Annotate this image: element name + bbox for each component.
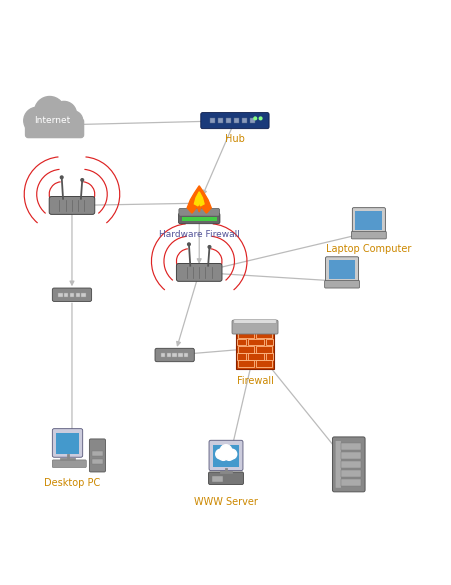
FancyBboxPatch shape — [325, 257, 358, 282]
FancyBboxPatch shape — [332, 437, 364, 492]
FancyBboxPatch shape — [217, 118, 223, 123]
FancyBboxPatch shape — [247, 339, 263, 345]
Circle shape — [215, 449, 225, 459]
FancyBboxPatch shape — [208, 472, 243, 484]
Circle shape — [57, 118, 76, 137]
FancyBboxPatch shape — [52, 429, 83, 457]
FancyBboxPatch shape — [235, 328, 274, 369]
FancyBboxPatch shape — [265, 325, 273, 331]
FancyBboxPatch shape — [237, 360, 254, 367]
Circle shape — [220, 445, 231, 456]
Text: Firewall: Firewall — [236, 376, 273, 386]
FancyBboxPatch shape — [208, 441, 243, 470]
FancyBboxPatch shape — [172, 353, 176, 357]
Polygon shape — [194, 192, 203, 206]
FancyBboxPatch shape — [335, 441, 340, 488]
FancyBboxPatch shape — [237, 332, 254, 338]
FancyBboxPatch shape — [247, 325, 263, 331]
FancyBboxPatch shape — [155, 348, 194, 362]
Polygon shape — [187, 186, 211, 213]
FancyBboxPatch shape — [178, 353, 182, 357]
Circle shape — [187, 243, 190, 246]
Circle shape — [81, 178, 83, 181]
Circle shape — [51, 101, 76, 126]
FancyBboxPatch shape — [226, 118, 231, 123]
FancyBboxPatch shape — [247, 353, 263, 360]
Circle shape — [33, 112, 57, 136]
FancyBboxPatch shape — [181, 217, 216, 221]
FancyBboxPatch shape — [234, 118, 239, 123]
Text: Hardware Firewall: Hardware Firewall — [158, 230, 239, 239]
FancyBboxPatch shape — [179, 208, 219, 216]
FancyBboxPatch shape — [340, 479, 360, 486]
FancyBboxPatch shape — [255, 360, 272, 367]
FancyBboxPatch shape — [184, 353, 188, 357]
Circle shape — [218, 452, 227, 460]
FancyBboxPatch shape — [69, 293, 74, 297]
FancyBboxPatch shape — [340, 470, 360, 477]
Circle shape — [226, 449, 236, 459]
FancyBboxPatch shape — [328, 260, 354, 278]
Circle shape — [259, 117, 262, 120]
Circle shape — [63, 111, 83, 130]
FancyBboxPatch shape — [265, 339, 273, 345]
FancyBboxPatch shape — [233, 320, 276, 324]
FancyBboxPatch shape — [161, 353, 165, 357]
FancyBboxPatch shape — [64, 293, 68, 297]
FancyBboxPatch shape — [56, 433, 79, 453]
FancyBboxPatch shape — [354, 211, 382, 229]
FancyBboxPatch shape — [81, 293, 86, 297]
FancyBboxPatch shape — [92, 451, 102, 456]
Circle shape — [60, 176, 63, 178]
Text: Hub: Hub — [225, 134, 244, 144]
FancyBboxPatch shape — [236, 325, 246, 331]
FancyBboxPatch shape — [265, 353, 273, 360]
Text: Desktop PC: Desktop PC — [44, 478, 100, 488]
FancyBboxPatch shape — [58, 293, 62, 297]
FancyBboxPatch shape — [89, 439, 105, 472]
FancyBboxPatch shape — [176, 263, 221, 281]
FancyBboxPatch shape — [352, 208, 385, 233]
FancyBboxPatch shape — [209, 118, 215, 123]
FancyBboxPatch shape — [340, 443, 360, 450]
FancyBboxPatch shape — [340, 452, 360, 459]
FancyBboxPatch shape — [178, 213, 220, 223]
FancyBboxPatch shape — [92, 459, 102, 464]
FancyBboxPatch shape — [212, 445, 239, 467]
Circle shape — [224, 452, 233, 460]
FancyBboxPatch shape — [52, 288, 92, 301]
FancyBboxPatch shape — [49, 197, 95, 214]
FancyBboxPatch shape — [26, 119, 83, 137]
Circle shape — [207, 246, 210, 248]
FancyBboxPatch shape — [351, 231, 386, 239]
FancyBboxPatch shape — [242, 118, 247, 123]
FancyBboxPatch shape — [52, 460, 86, 467]
Circle shape — [253, 117, 256, 120]
Circle shape — [24, 107, 51, 134]
FancyBboxPatch shape — [166, 353, 171, 357]
FancyBboxPatch shape — [255, 346, 272, 353]
FancyBboxPatch shape — [75, 293, 80, 297]
FancyBboxPatch shape — [236, 353, 246, 360]
Circle shape — [46, 115, 67, 137]
FancyBboxPatch shape — [237, 346, 254, 353]
Text: WWW Server: WWW Server — [193, 497, 258, 507]
Text: Internet: Internet — [34, 116, 70, 125]
Circle shape — [34, 97, 64, 127]
FancyBboxPatch shape — [255, 332, 272, 338]
FancyBboxPatch shape — [340, 461, 360, 468]
FancyBboxPatch shape — [200, 112, 268, 129]
Text: Laptop Computer: Laptop Computer — [326, 244, 411, 254]
FancyBboxPatch shape — [236, 339, 246, 345]
FancyBboxPatch shape — [324, 280, 359, 288]
FancyBboxPatch shape — [231, 320, 277, 334]
FancyBboxPatch shape — [212, 476, 222, 482]
FancyBboxPatch shape — [249, 118, 255, 123]
